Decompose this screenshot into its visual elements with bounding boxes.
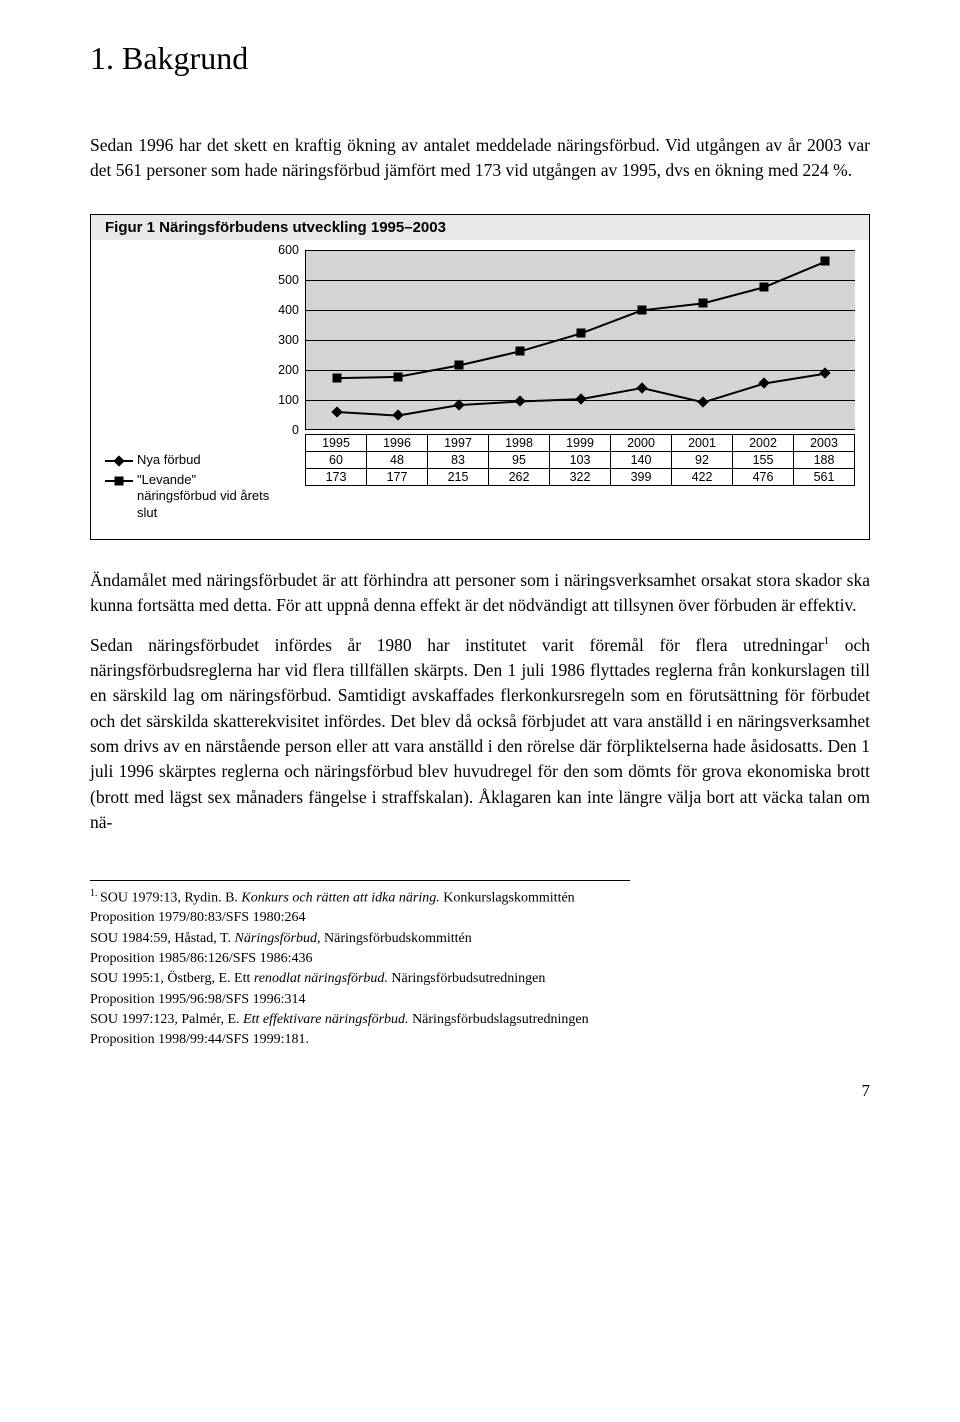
chart-legend: Nya förbud "Levande" näringsförbud vid år… (105, 250, 275, 525)
data-cell: 173 (306, 468, 367, 485)
data-cell: 48 (367, 451, 428, 468)
page-number: 7 (90, 1081, 870, 1101)
page-heading: 1. Bakgrund (90, 40, 870, 77)
footnote-line: 1. SOU 1979:13, Rydin. B. Konkurs och rä… (90, 887, 870, 909)
data-cell: 95 (489, 451, 550, 468)
footnote-line: Proposition 1985/86:126/SFS 1986:436 (90, 949, 870, 969)
year-header-cell: 2001 (672, 434, 733, 451)
year-header-cell: 2000 (611, 434, 672, 451)
data-cell: 561 (794, 468, 855, 485)
paragraph-2: Sedan näringsförbudet infördes år 1980 h… (90, 633, 870, 836)
square-marker-icon (115, 477, 124, 486)
footnote-line: Proposition 1979/80:83/SFS 1980:264 (90, 908, 870, 928)
footnote-line: Proposition 1995/96:98/SFS 1996:314 (90, 990, 870, 1010)
year-header-cell: 1997 (428, 434, 489, 451)
figure-title: Figur 1 Näringsförbudens utveckling 1995… (91, 219, 869, 236)
figure-1: Figur 1 Näringsförbudens utveckling 1995… (90, 214, 870, 540)
data-cell: 188 (794, 451, 855, 468)
year-header-cell: 2002 (733, 434, 794, 451)
data-cell: 322 (550, 468, 611, 485)
footnote-line: SOU 1995:1, Östberg, E. Ett renodlat när… (90, 969, 870, 989)
data-cell: 155 (733, 451, 794, 468)
y-tick-label: 200 (278, 363, 305, 377)
year-header-cell: 2003 (794, 434, 855, 451)
footnotes: 1. SOU 1979:13, Rydin. B. Konkurs och rä… (90, 887, 870, 1051)
para2-pre: Sedan näringsförbudet infördes år 1980 h… (90, 635, 824, 655)
data-cell: 177 (367, 468, 428, 485)
footnote-line: Proposition 1998/99:44/SFS 1999:181. (90, 1030, 870, 1050)
figure-header: Figur 1 Näringsförbudens utveckling 1995… (91, 215, 869, 240)
y-tick-label: 0 (292, 423, 305, 437)
intro-paragraph: Sedan 1996 har det skett en kraftig ökni… (90, 133, 870, 184)
footnote-line: SOU 1984:59, Håstad, T. Näringsförbud, N… (90, 929, 870, 949)
legend-label: Nya förbud (137, 452, 201, 468)
chart-data-table: 199519961997199819992000200120022003 6048… (305, 434, 855, 486)
y-tick-label: 500 (278, 273, 305, 287)
legend-label: "Levande" näringsförbud vid årets slut (137, 472, 275, 521)
data-cell: 215 (428, 468, 489, 485)
footnote-rule (90, 880, 630, 881)
y-tick-label: 400 (278, 303, 305, 317)
chart-plot: 0100200300400500600 (305, 250, 855, 430)
data-cell: 60 (306, 451, 367, 468)
year-header-cell: 1999 (550, 434, 611, 451)
data-cell: 422 (672, 468, 733, 485)
legend-item: Nya förbud (105, 452, 275, 468)
legend-item: "Levande" näringsförbud vid årets slut (105, 472, 275, 521)
y-tick-label: 300 (278, 333, 305, 347)
year-header-cell: 1998 (489, 434, 550, 451)
data-cell: 140 (611, 451, 672, 468)
data-cell: 399 (611, 468, 672, 485)
data-cell: 92 (672, 451, 733, 468)
y-tick-label: 100 (278, 393, 305, 407)
year-header-cell: 1995 (306, 434, 367, 451)
data-cell: 476 (733, 468, 794, 485)
para2-post: och näringsförbudsreglerna har vid flera… (90, 635, 870, 833)
data-cell: 262 (489, 468, 550, 485)
y-tick-label: 600 (278, 243, 305, 257)
paragraph-1: Ändamålet med näringsförbudet är att för… (90, 568, 870, 619)
data-cell: 103 (550, 451, 611, 468)
diamond-marker-icon (113, 455, 124, 466)
year-header-cell: 1996 (367, 434, 428, 451)
data-cell: 83 (428, 451, 489, 468)
chart: Nya förbud "Levande" näringsförbud vid år… (105, 250, 855, 525)
footnote-line: SOU 1997:123, Palmér, E. Ett effektivare… (90, 1010, 870, 1030)
